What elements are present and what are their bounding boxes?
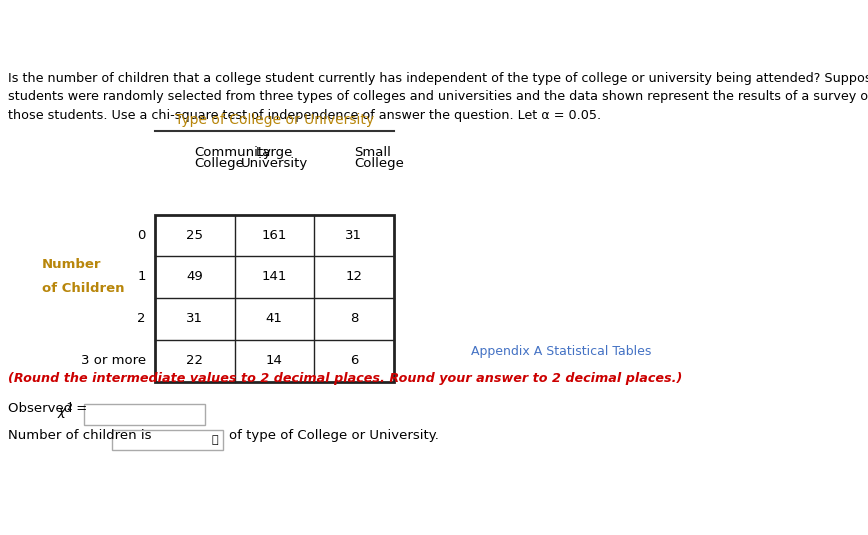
Text: College: College <box>354 157 404 170</box>
Text: Small: Small <box>354 146 391 158</box>
Text: of type of College or University.: of type of College or University. <box>228 429 438 442</box>
Text: Large: Large <box>255 146 293 158</box>
Text: Number: Number <box>42 258 102 271</box>
Text: Observed: Observed <box>8 402 76 415</box>
Text: 6: 6 <box>350 354 358 367</box>
Text: Community: Community <box>194 146 272 158</box>
Text: 41: 41 <box>266 312 283 325</box>
Text: of Children: of Children <box>42 281 124 295</box>
Text: Is the number of children that a college student currently has independent of th: Is the number of children that a college… <box>8 72 868 122</box>
Text: 12: 12 <box>345 271 363 284</box>
Text: 141: 141 <box>261 271 287 284</box>
Text: College: College <box>194 157 244 170</box>
Text: 49: 49 <box>186 271 203 284</box>
Text: 22: 22 <box>186 354 203 367</box>
Text: 2: 2 <box>137 312 146 325</box>
Text: ⌵: ⌵ <box>212 435 218 445</box>
Text: $\chi^2$: $\chi^2$ <box>57 402 73 422</box>
Text: 8: 8 <box>350 312 358 325</box>
Text: 0: 0 <box>137 229 146 242</box>
Text: (Round the intermediate values to 2 decimal places. Round your answer to 2 decim: (Round the intermediate values to 2 deci… <box>8 372 682 385</box>
Text: 25: 25 <box>186 229 203 242</box>
Text: 161: 161 <box>261 229 287 242</box>
Text: 31: 31 <box>186 312 203 325</box>
Bar <box>83 404 205 425</box>
Text: University: University <box>240 157 308 170</box>
Text: 14: 14 <box>266 354 283 367</box>
Text: Type of College or University: Type of College or University <box>174 112 374 127</box>
Text: Appendix A Statistical Tables: Appendix A Statistical Tables <box>471 346 652 358</box>
Text: 3 or more: 3 or more <box>81 354 146 367</box>
Bar <box>113 431 222 450</box>
Text: 1: 1 <box>137 271 146 284</box>
Bar <box>155 215 394 382</box>
Text: =: = <box>72 402 88 415</box>
Text: 31: 31 <box>345 229 363 242</box>
Text: Number of children is: Number of children is <box>8 429 151 442</box>
